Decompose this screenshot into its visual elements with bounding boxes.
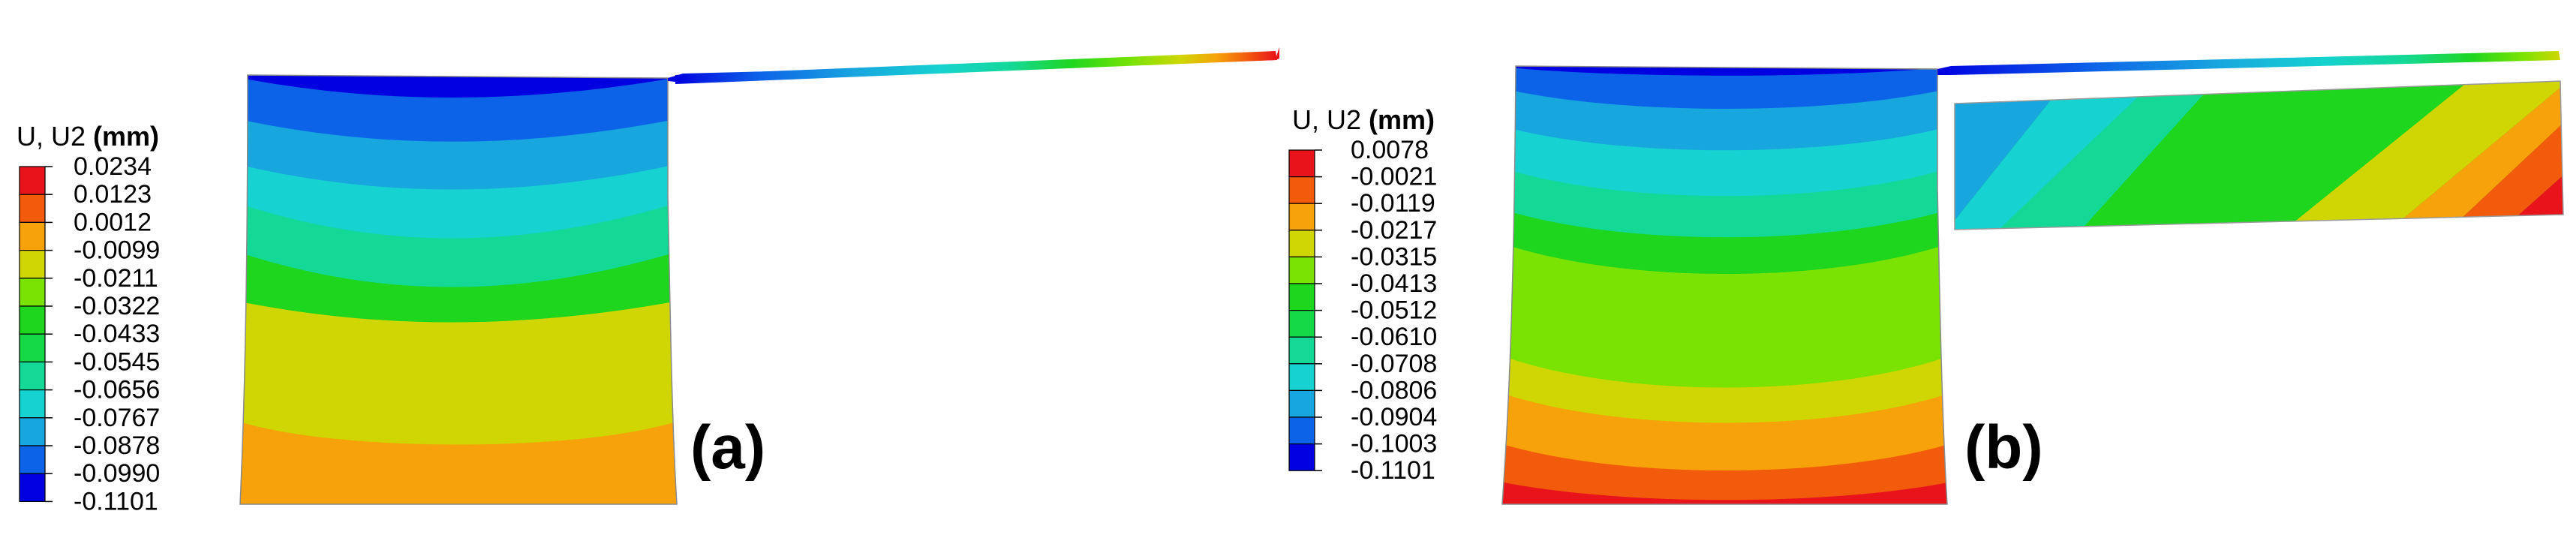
legend-value: -0.1101 bbox=[1351, 456, 1435, 485]
legend-color-band bbox=[19, 417, 46, 446]
legend-color-band bbox=[19, 166, 46, 195]
legend-value: -0.1101 bbox=[74, 487, 158, 515]
legend-value: -0.0904 bbox=[1351, 403, 1437, 431]
legend-color-band bbox=[19, 445, 46, 474]
legend-color-band bbox=[1288, 256, 1315, 284]
legend-value: 0.0012 bbox=[74, 208, 152, 236]
legend-color-band bbox=[19, 305, 46, 335]
legend-value: -0.0322 bbox=[74, 292, 160, 320]
legend-color-band bbox=[1288, 336, 1315, 365]
legend-color-band bbox=[1288, 176, 1315, 204]
legend-value: -0.0806 bbox=[1351, 376, 1437, 404]
panel-label-a: (a) bbox=[690, 413, 765, 482]
legend-value: -0.0545 bbox=[74, 347, 160, 376]
legend-value: -0.1003 bbox=[1351, 430, 1437, 458]
legend-unit: (mm) bbox=[93, 121, 159, 152]
legend-value: -0.0315 bbox=[1351, 242, 1437, 271]
legend-color-band bbox=[19, 333, 46, 363]
legend-title: U, U2 bbox=[17, 121, 86, 152]
legend-title: U, U2 bbox=[1292, 104, 1361, 135]
legend-color-band bbox=[1288, 310, 1315, 338]
panel-a-legend: U, U2 (mm) 0.02340.01230.0012-0.0099-0.02… bbox=[17, 121, 160, 515]
legend-color-band bbox=[1288, 363, 1315, 391]
legend-value: -0.0099 bbox=[74, 236, 160, 265]
legend-value: -0.0767 bbox=[74, 404, 160, 432]
panel-label-b: (b) bbox=[1964, 413, 2043, 482]
legend-scale: 0.02340.01230.0012-0.0099-0.0211-0.0322-… bbox=[19, 152, 160, 515]
legend-value: -0.0656 bbox=[74, 376, 160, 404]
svg-text:U, U2(mm): U, U2 (mm) bbox=[17, 121, 159, 152]
legend-color-band bbox=[1288, 149, 1315, 178]
legend-value: -0.0021 bbox=[1351, 163, 1437, 191]
legend-color-band bbox=[1288, 389, 1315, 418]
legend-value: -0.0119 bbox=[1351, 189, 1435, 218]
panel-b-column-contour bbox=[1502, 66, 1947, 504]
legend-color-band bbox=[1288, 203, 1315, 231]
legend-value: -0.0433 bbox=[74, 320, 160, 348]
legend-color-band bbox=[1288, 443, 1315, 471]
legend-value: -0.0708 bbox=[1351, 350, 1437, 378]
legend-scale: 0.0078-0.0021-0.0119-0.0217-0.0315-0.041… bbox=[1288, 136, 1437, 485]
legend-color-band bbox=[19, 278, 46, 307]
panel-b-legend: U, U2 (mm) 0.0078-0.0021-0.0119-0.0217-0.… bbox=[1288, 104, 1437, 485]
legend-value: -0.0217 bbox=[1351, 216, 1437, 245]
svg-text:U, U2(mm): U, U2 (mm) bbox=[1292, 104, 1435, 135]
legend-color-band bbox=[19, 221, 46, 251]
legend-value: -0.0878 bbox=[74, 431, 160, 460]
legend-unit: (mm) bbox=[1369, 104, 1435, 135]
cantilever-block-contour bbox=[1955, 81, 2563, 230]
legend-value: 0.0078 bbox=[1351, 136, 1429, 164]
panel-a-column-contour bbox=[240, 75, 677, 504]
legend-value: -0.0211 bbox=[74, 264, 158, 293]
legend-color-band bbox=[19, 250, 46, 279]
panel-a: U, U2 (mm) 0.02340.01230.0012-0.0099-0.02… bbox=[17, 47, 1279, 515]
cantilever-block-outline bbox=[1954, 80, 2564, 230]
legend-color-band bbox=[19, 389, 46, 419]
legend-value: 0.0234 bbox=[74, 152, 152, 181]
legend-value: -0.0610 bbox=[1351, 323, 1437, 351]
legend-value: 0.0123 bbox=[74, 180, 152, 209]
legend-value: -0.0512 bbox=[1351, 296, 1437, 325]
legend-value: -0.0990 bbox=[74, 459, 160, 488]
legend-value: -0.0413 bbox=[1351, 269, 1437, 298]
legend-color-band bbox=[19, 473, 46, 503]
legend-color-band bbox=[19, 194, 46, 224]
deformed-strip bbox=[1937, 51, 2560, 75]
legend-color-band bbox=[1288, 230, 1315, 257]
column-outline bbox=[1501, 65, 1948, 505]
panel-b: U, U2 (mm) 0.0078-0.0021-0.0119-0.0217-0.… bbox=[1288, 51, 2564, 505]
legend-color-band bbox=[1288, 283, 1315, 311]
column-outline bbox=[239, 74, 678, 505]
legend-color-band bbox=[19, 361, 46, 391]
legend-color-band bbox=[1288, 416, 1315, 445]
